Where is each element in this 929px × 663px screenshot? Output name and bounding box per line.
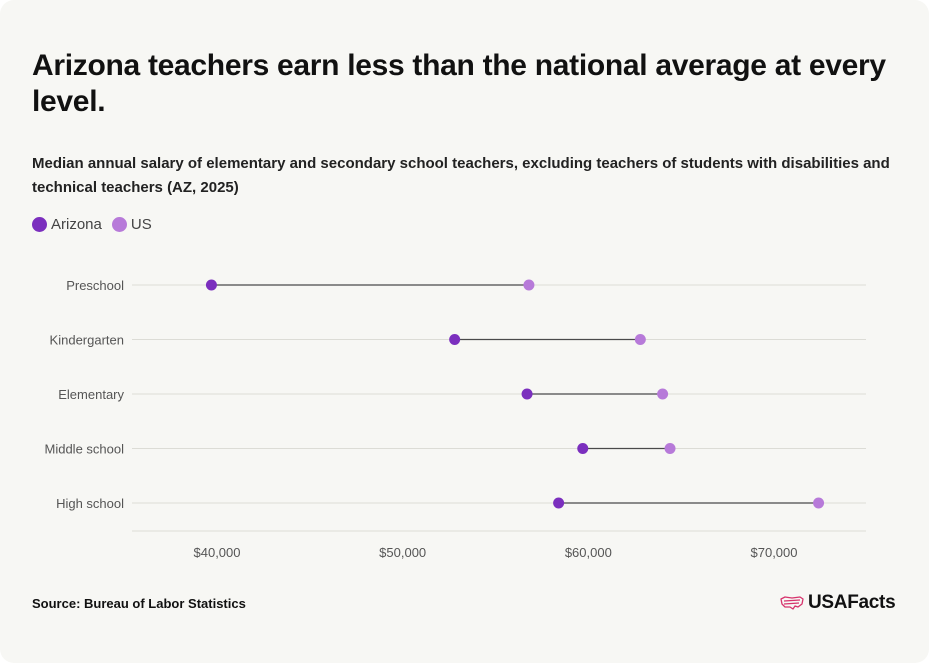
x-tick-label: $70,000 [751,545,798,560]
legend-item-arizona: Arizona [32,216,102,233]
point-us-preschool [523,279,535,291]
x-tick-label: $50,000 [379,545,426,560]
category-label-kindergarten: Kindergarten [50,333,124,348]
x-tick-label: $40,000 [194,545,241,560]
chart-subtitle: Median annual salary of elementary and s… [32,155,890,196]
point-arizona-middle-school [577,443,589,454]
legend-item-us: US [111,216,152,233]
chart-legend: Arizona US [32,216,152,233]
point-arizona-preschool [205,279,217,291]
logo-text: USAFacts [808,592,896,613]
legend-label-arizona: Arizona [51,216,102,233]
point-arizona-kindergarten [449,334,461,345]
legend-swatch-arizona [32,217,47,232]
point-arizona-elementary [521,388,533,400]
legend-label-us: US [130,216,152,233]
category-label-high-school: High school [56,496,124,511]
page-title: Arizona teachers earn less than the nati… [32,49,886,118]
x-tick-label: $60,000 [565,545,612,560]
point-us-elementary [657,388,669,400]
category-label-elementary: Elementary [58,387,124,402]
us-flag-map-icon [780,596,804,610]
point-us-high-school [813,497,825,509]
category-label-middle-school: Middle school [45,442,125,457]
category-label-preschool: Preschool [66,278,124,293]
point-us-middle-school [664,443,676,454]
usafacts-logo: USAFacts [780,592,896,614]
point-us-kindergarten [634,334,646,345]
legend-swatch-us [111,217,127,232]
point-arizona-high-school [553,497,565,509]
dumbbell-chart: Preschool Kindergarten Elementary Middle sc… [45,278,866,560]
source-note: Source: Bureau of Labor Statistics [32,596,246,611]
